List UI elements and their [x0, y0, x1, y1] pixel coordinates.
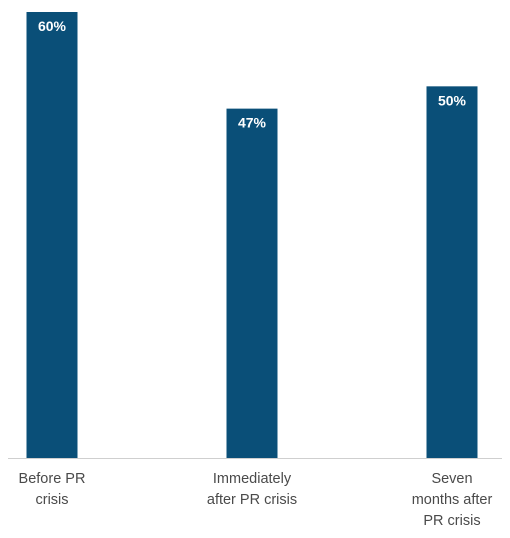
- data-labels-group: 60% 47% 50%: [38, 18, 467, 131]
- category-label-1-line-1: Before PR: [19, 471, 86, 487]
- category-label-3: Seven months after PR crisis: [412, 471, 493, 529]
- bars-group: [26, 12, 478, 458]
- data-label-2: 47%: [238, 115, 267, 131]
- category-label-3-line-2: months after: [412, 492, 493, 508]
- category-label-2-line-2: after PR crisis: [207, 492, 297, 508]
- data-label-1: 60%: [38, 18, 67, 34]
- bar-3: [426, 86, 478, 458]
- category-label-2-line-1: Immediately: [213, 471, 292, 487]
- category-label-3-line-1: Seven: [431, 471, 472, 487]
- category-label-1-line-2: crisis: [35, 492, 68, 508]
- data-label-3: 50%: [438, 92, 467, 108]
- category-labels-group: Before PR crisis Immediately after PR crisi…: [19, 471, 493, 529]
- category-label-2: Immediately after PR crisis: [207, 471, 297, 508]
- category-label-1: Before PR crisis: [19, 471, 86, 508]
- bar-2: [226, 108, 278, 458]
- category-label-3-line-3: PR crisis: [423, 513, 480, 529]
- bar-1: [26, 12, 78, 458]
